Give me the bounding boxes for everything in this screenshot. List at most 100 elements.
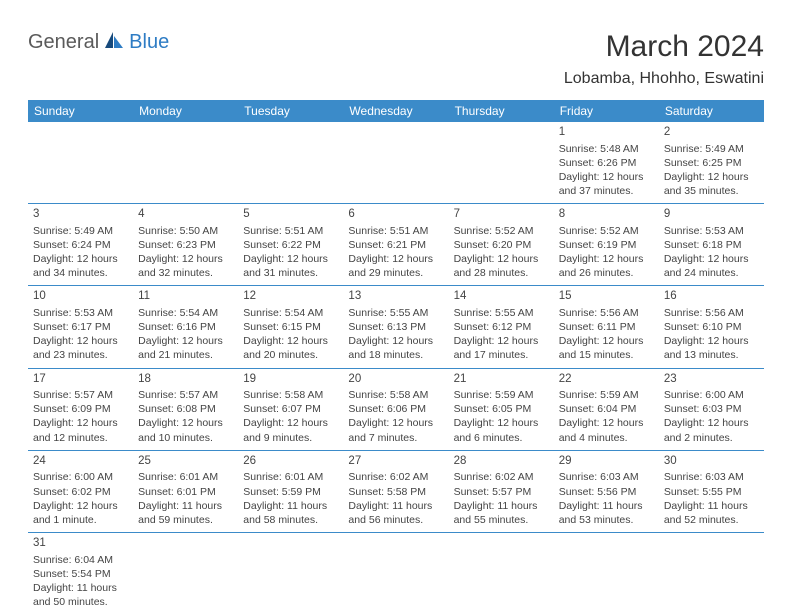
calendar-cell: 11Sunrise: 5:54 AMSunset: 6:16 PMDayligh… [133,286,238,368]
sunrise-line: Sunrise: 5:58 AM [348,388,443,402]
daylight-line: Daylight: 11 hours and 59 minutes. [138,499,233,527]
daylight-line: Daylight: 12 hours and 37 minutes. [559,170,654,198]
sunset-line: Sunset: 6:03 PM [664,402,759,416]
calendar-cell-empty [133,533,238,614]
sunset-line: Sunset: 6:20 PM [454,238,549,252]
day-number: 18 [138,372,233,388]
sunrise-line: Sunrise: 5:58 AM [243,388,338,402]
sunset-line: Sunset: 5:57 PM [454,485,549,499]
daylight-line: Daylight: 12 hours and 10 minutes. [138,416,233,444]
day-number: 31 [33,536,128,552]
calendar-cell: 17Sunrise: 5:57 AMSunset: 6:09 PMDayligh… [28,368,133,450]
day-number: 30 [664,454,759,470]
sunset-line: Sunset: 6:15 PM [243,320,338,334]
day-number: 9 [664,207,759,223]
sunset-line: Sunset: 6:19 PM [559,238,654,252]
sunset-line: Sunset: 6:25 PM [664,156,759,170]
calendar-cell: 20Sunrise: 5:58 AMSunset: 6:06 PMDayligh… [343,368,448,450]
sunset-line: Sunset: 6:01 PM [138,485,233,499]
daylight-line: Daylight: 12 hours and 18 minutes. [348,334,443,362]
calendar-cell: 18Sunrise: 5:57 AMSunset: 6:08 PMDayligh… [133,368,238,450]
calendar-cell: 26Sunrise: 6:01 AMSunset: 5:59 PMDayligh… [238,450,343,532]
calendar-cell: 16Sunrise: 5:56 AMSunset: 6:10 PMDayligh… [659,286,764,368]
calendar-row: 10Sunrise: 5:53 AMSunset: 6:17 PMDayligh… [28,286,764,368]
weekday-header: Saturday [659,100,764,122]
calendar-cell-empty [659,533,764,614]
sunset-line: Sunset: 6:11 PM [559,320,654,334]
calendar-cell: 30Sunrise: 6:03 AMSunset: 5:55 PMDayligh… [659,450,764,532]
logo: General Blue [28,30,169,55]
day-number: 3 [33,207,128,223]
calendar-cell: 21Sunrise: 5:59 AMSunset: 6:05 PMDayligh… [449,368,554,450]
calendar-cell-empty [343,122,448,204]
sunrise-line: Sunrise: 6:01 AM [243,470,338,484]
daylight-line: Daylight: 12 hours and 9 minutes. [243,416,338,444]
calendar-row: 1Sunrise: 5:48 AMSunset: 6:26 PMDaylight… [28,122,764,204]
sunrise-line: Sunrise: 5:57 AM [33,388,128,402]
sunrise-line: Sunrise: 6:03 AM [664,470,759,484]
sunset-line: Sunset: 6:22 PM [243,238,338,252]
daylight-line: Daylight: 11 hours and 56 minutes. [348,499,443,527]
calendar-row: 17Sunrise: 5:57 AMSunset: 6:09 PMDayligh… [28,368,764,450]
calendar-cell: 15Sunrise: 5:56 AMSunset: 6:11 PMDayligh… [554,286,659,368]
sunrise-line: Sunrise: 5:49 AM [33,224,128,238]
sunrise-line: Sunrise: 5:59 AM [454,388,549,402]
calendar-cell: 6Sunrise: 5:51 AMSunset: 6:21 PMDaylight… [343,204,448,286]
calendar-cell: 28Sunrise: 6:02 AMSunset: 5:57 PMDayligh… [449,450,554,532]
daylight-line: Daylight: 12 hours and 32 minutes. [138,252,233,280]
sunset-line: Sunset: 6:02 PM [33,485,128,499]
daylight-line: Daylight: 11 hours and 53 minutes. [559,499,654,527]
calendar-cell-empty [449,533,554,614]
daylight-line: Daylight: 12 hours and 24 minutes. [664,252,759,280]
daylight-line: Daylight: 12 hours and 20 minutes. [243,334,338,362]
sunset-line: Sunset: 6:18 PM [664,238,759,252]
daylight-line: Daylight: 12 hours and 23 minutes. [33,334,128,362]
day-number: 2 [664,125,759,141]
sunrise-line: Sunrise: 5:52 AM [559,224,654,238]
daylight-line: Daylight: 11 hours and 50 minutes. [33,581,128,609]
day-number: 12 [243,289,338,305]
sunset-line: Sunset: 5:56 PM [559,485,654,499]
daylight-line: Daylight: 12 hours and 7 minutes. [348,416,443,444]
sunrise-line: Sunrise: 5:52 AM [454,224,549,238]
calendar-cell: 1Sunrise: 5:48 AMSunset: 6:26 PMDaylight… [554,122,659,204]
day-number: 23 [664,372,759,388]
header: General Blue March 2024 Lobamba, Hhohho,… [28,30,764,88]
sunset-line: Sunset: 6:04 PM [559,402,654,416]
daylight-line: Daylight: 12 hours and 21 minutes. [138,334,233,362]
sunrise-line: Sunrise: 5:51 AM [348,224,443,238]
daylight-line: Daylight: 11 hours and 52 minutes. [664,499,759,527]
sunset-line: Sunset: 6:06 PM [348,402,443,416]
sunset-line: Sunset: 6:05 PM [454,402,549,416]
daylight-line: Daylight: 12 hours and 35 minutes. [664,170,759,198]
day-number: 13 [348,289,443,305]
sunrise-line: Sunrise: 5:54 AM [138,306,233,320]
calendar-cell: 7Sunrise: 5:52 AMSunset: 6:20 PMDaylight… [449,204,554,286]
calendar-cell: 22Sunrise: 5:59 AMSunset: 6:04 PMDayligh… [554,368,659,450]
sunrise-line: Sunrise: 6:00 AM [664,388,759,402]
daylight-line: Daylight: 12 hours and 4 minutes. [559,416,654,444]
day-number: 1 [559,125,654,141]
day-number: 16 [664,289,759,305]
sunrise-line: Sunrise: 6:01 AM [138,470,233,484]
title-block: March 2024 Lobamba, Hhohho, Eswatini [564,30,764,88]
location: Lobamba, Hhohho, Eswatini [564,70,764,88]
day-number: 17 [33,372,128,388]
calendar-body: 1Sunrise: 5:48 AMSunset: 6:26 PMDaylight… [28,122,764,614]
calendar-cell-empty [449,122,554,204]
daylight-line: Daylight: 12 hours and 2 minutes. [664,416,759,444]
day-number: 29 [559,454,654,470]
daylight-line: Daylight: 12 hours and 31 minutes. [243,252,338,280]
daylight-line: Daylight: 12 hours and 17 minutes. [454,334,549,362]
calendar-cell-empty [238,122,343,204]
weekday-header: Thursday [449,100,554,122]
daylight-line: Daylight: 12 hours and 26 minutes. [559,252,654,280]
calendar-cell: 25Sunrise: 6:01 AMSunset: 6:01 PMDayligh… [133,450,238,532]
calendar-cell: 13Sunrise: 5:55 AMSunset: 6:13 PMDayligh… [343,286,448,368]
weekday-header: Sunday [28,100,133,122]
daylight-line: Daylight: 12 hours and 15 minutes. [559,334,654,362]
logo-text-blue: Blue [129,31,169,53]
calendar-cell-empty [28,122,133,204]
sunset-line: Sunset: 6:13 PM [348,320,443,334]
day-number: 24 [33,454,128,470]
